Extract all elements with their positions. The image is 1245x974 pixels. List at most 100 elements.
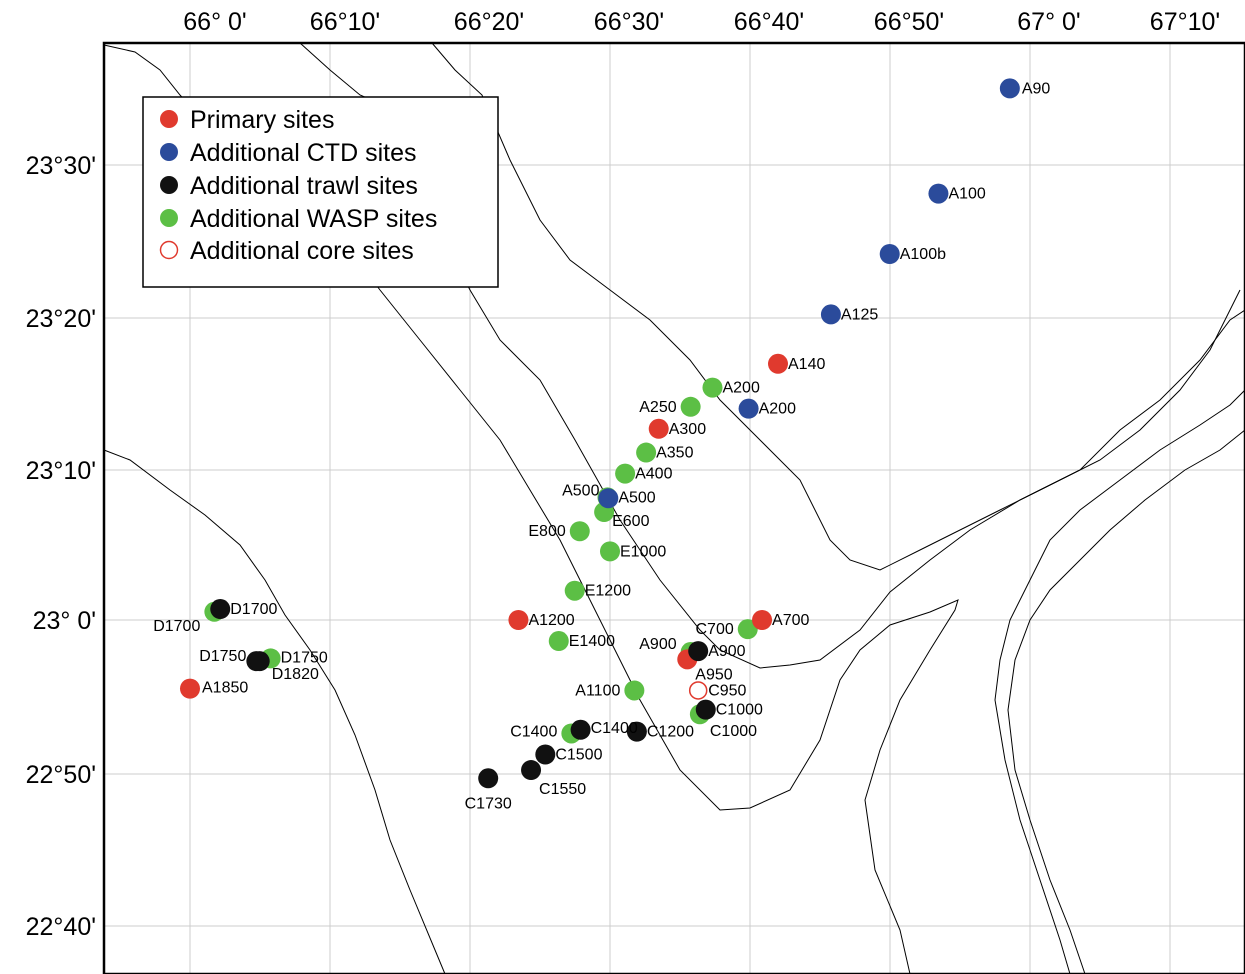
site-label: A140 [788,356,825,373]
site-marker-primary [180,678,200,699]
lat-tick-label: 22°50' [26,761,96,789]
legend-marker-trawl [160,176,178,194]
site-marker-wasp [615,463,636,484]
site-marker-wasp [564,580,585,601]
lat-tick-label: 23°10' [26,457,96,485]
site-marker-ctd [879,244,900,264]
legend: Primary sites Additional CTD sites Addit… [142,96,499,288]
site-label: C1730 [465,795,512,812]
site-marker-primary [768,353,788,374]
site-marker-core [688,681,708,700]
site-marker-trawl [210,599,231,620]
site-marker-trawl [249,651,270,672]
site-label: E1200 [585,583,631,600]
lat-tick-label: 23° 0' [33,607,96,635]
legend-marker-wasp [160,209,178,227]
legend-label: Additional trawl sites [190,172,418,200]
site-label: C1550 [539,781,586,798]
site-label: C1000 [716,702,763,719]
lon-tick-label: 66°20' [454,8,524,36]
site-label: C950 [708,682,746,699]
site-label: D1750 [281,649,328,666]
site-label: A350 [656,445,693,462]
site-label: A400 [635,466,672,483]
site-label: E1400 [569,633,615,650]
contour-line [994,389,1245,974]
contour-line [103,449,446,974]
lon-tick-label: 67° 0' [1017,8,1080,36]
site-label: C1500 [555,747,602,764]
site-marker-trawl [688,641,709,662]
site-label: A1100 [575,682,620,699]
legend-label: Additional CTD sites [190,139,416,167]
site-label: A900 [708,643,745,660]
lon-tick-label: 66°10' [310,8,380,36]
site-label: C700 [696,621,734,638]
site-label: E1000 [620,543,666,560]
site-label: A250 [639,399,676,416]
lat-tick-label: 23°20' [26,305,96,333]
site-marker-primary [508,610,529,630]
longitude-axis: 66° 0' 66°10' 66°20' 66°30' 66°40' 66°50… [183,8,1220,36]
legend-marker-primary [160,110,178,128]
site-label: A90 [1022,80,1051,97]
site-marker-trawl [535,744,556,765]
site-marker-wasp [636,442,657,463]
lon-tick-label: 66°40' [734,8,804,36]
site-label: C1400 [591,720,638,737]
map-frame [102,41,1245,974]
contour-line [1007,429,1245,974]
site-marker-ctd [820,304,841,325]
lat-tick-label: 22°40' [26,913,96,941]
site-label: A300 [669,421,706,438]
site-marker-ctd [598,488,619,509]
site-label: C1400 [510,723,557,740]
legend-marker-ctd [160,143,178,161]
site-marker-trawl [521,760,542,781]
site-label: A700 [772,612,809,629]
site-label: C1000 [710,723,757,740]
site-label: A100 [948,186,985,203]
site-label: A200 [759,401,796,418]
site-marker-primary [648,418,669,439]
site-marker-trawl [570,719,591,740]
latitude-axis: 23°30' 23°20' 23°10' 23° 0' 22°50' 22°40… [26,152,96,941]
lon-tick-label: 66° 0' [183,8,246,36]
site-marker-trawl [695,699,716,720]
site-label: A200 [722,380,759,397]
legend-label: Additional WASP sites [190,205,437,233]
site-label: A950 [695,666,732,683]
site-marker-ctd [738,398,759,419]
site-label: D1820 [272,666,319,683]
legend-box [142,96,499,288]
legend-label: Primary sites [190,106,334,134]
site-marker-wasp [680,396,701,417]
site-label: A1200 [528,612,574,629]
site-marker-ctd [999,78,1020,99]
lon-tick-label: 67°10' [1150,8,1220,36]
site-label: A1850 [202,680,248,697]
contour-line [431,42,1245,571]
site-marker-wasp [569,521,590,542]
site-marker-wasp [737,619,758,640]
site-label: A100b [900,246,946,263]
site-marker-trawl [626,721,647,742]
site-marker-trawl [478,768,499,789]
site-label: A500 [618,489,655,506]
site-marker-wasp [702,377,723,398]
site-label: A500 [562,482,599,499]
site-label: E600 [612,513,649,530]
lon-tick-label: 66°50' [874,8,944,36]
legend-marker-core [159,240,179,260]
site-marker-ctd [928,183,949,204]
site-label: A125 [841,306,878,323]
legend-label: Additional core sites [190,237,414,265]
site-marker-wasp [548,631,569,652]
site-label: E800 [528,523,565,540]
lon-tick-label: 66°30' [594,8,664,36]
site-label: A900 [639,636,676,653]
site-marker-wasp [624,680,645,701]
site-label: D1700 [153,618,200,635]
